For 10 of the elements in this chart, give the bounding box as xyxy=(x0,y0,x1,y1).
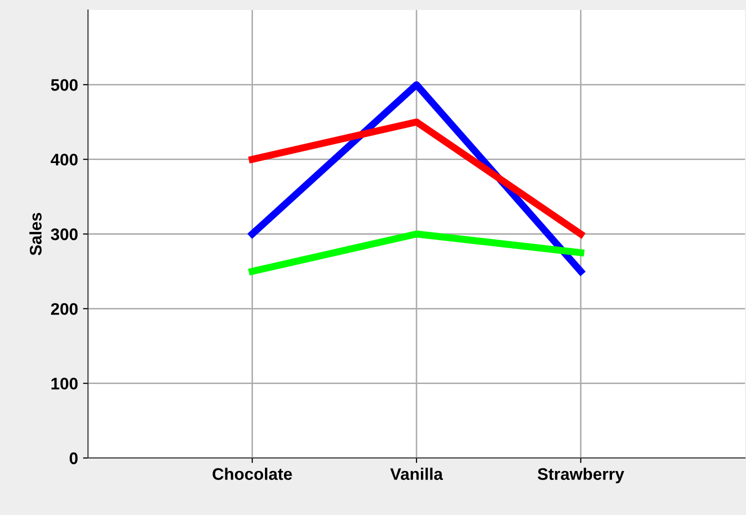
y-tick-label: 200 xyxy=(51,303,78,315)
y-axis-title: Sales xyxy=(29,212,42,256)
x-tick-label: Chocolate xyxy=(212,468,292,480)
y-tick-label: 500 xyxy=(50,79,78,91)
y-tick-label: 300 xyxy=(50,228,78,240)
x-tick-label: Strawberry xyxy=(538,468,624,484)
x-tick-label: Vanilla xyxy=(390,468,444,480)
y-tick-label: 100 xyxy=(52,378,78,390)
y-tick-label: 0 xyxy=(70,452,78,464)
y-tick-label: 400 xyxy=(50,154,78,166)
